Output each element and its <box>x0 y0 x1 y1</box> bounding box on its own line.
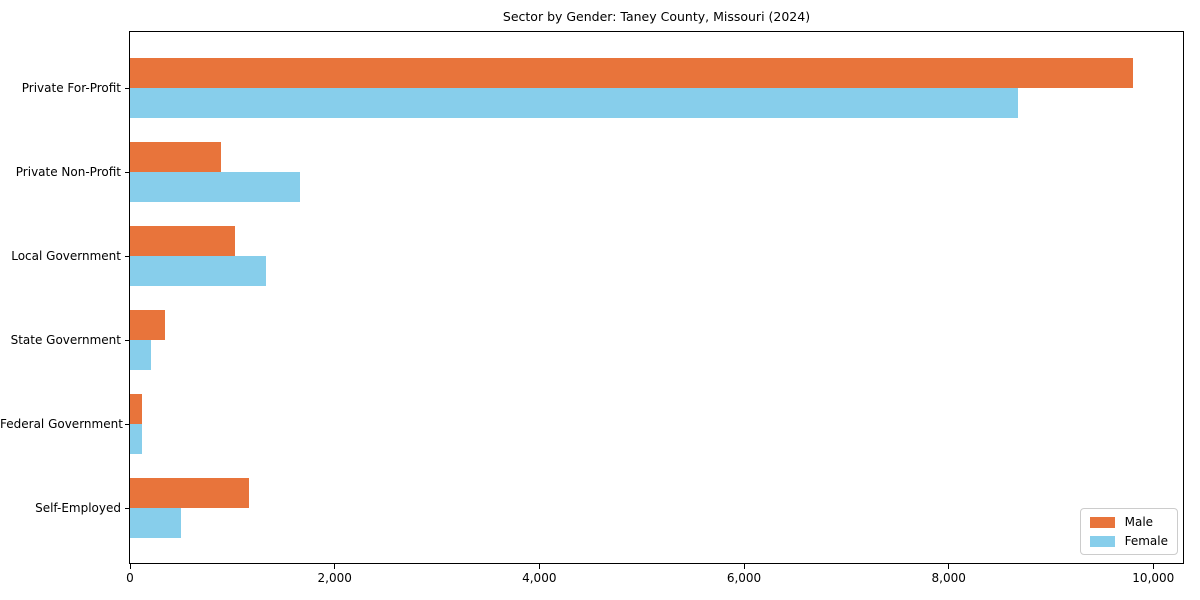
ytick-mark-private-for-profit <box>125 88 130 89</box>
ytick-mark-state-government <box>125 340 130 341</box>
xtick-label-2000: 2,000 <box>317 571 352 585</box>
xtick-label-6000: 6,000 <box>726 571 762 585</box>
bar-female-federal-government <box>130 424 142 454</box>
bar-male-private-for-profit <box>130 58 1133 88</box>
legend-item-male: Male <box>1089 515 1168 529</box>
legend-label-male: Male <box>1124 515 1154 529</box>
bar-female-self-employed <box>130 508 182 538</box>
bar-male-private-non-profit <box>130 142 222 172</box>
xtick-mark-0 <box>129 564 131 569</box>
bar-female-state-government <box>130 340 151 370</box>
bar-female-local-government <box>130 256 267 286</box>
ytick-label-self-employed: Self-Employed <box>35 501 121 515</box>
ytick-label-federal-government: Federal Government <box>0 417 123 431</box>
bar-female-private-for-profit <box>130 88 1019 118</box>
ytick-mark-local-government <box>125 256 130 257</box>
legend: Male Female <box>1079 508 1178 555</box>
xtick-label-8000: 8,000 <box>931 571 966 585</box>
bar-male-local-government <box>130 226 236 256</box>
bar-male-state-government <box>130 310 165 340</box>
xtick-mark-8000 <box>948 564 950 569</box>
ytick-mark-self-employed <box>125 508 130 509</box>
legend-label-female: Female <box>1124 534 1168 548</box>
bar-male-federal-government <box>130 394 143 424</box>
xtick-label-10000: 10,000 <box>1132 571 1175 585</box>
plot-area: Male Female <box>129 31 1184 564</box>
xtick-mark-10000 <box>1152 564 1154 569</box>
ytick-mark-private-non-profit <box>125 172 130 173</box>
xtick-label-4000: 4,000 <box>522 571 557 585</box>
legend-swatch-female <box>1089 535 1115 547</box>
ytick-label-state-government: State Government <box>10 333 121 347</box>
legend-item-female: Female <box>1089 534 1168 548</box>
ytick-label-local-government: Local Government <box>11 249 121 263</box>
ytick-label-private-non-profit: Private Non-Profit <box>15 165 121 179</box>
xtick-mark-4000 <box>538 564 540 569</box>
ytick-mark-federal-government <box>125 424 130 425</box>
xtick-mark-2000 <box>334 564 336 569</box>
xtick-label-0: 0 <box>126 571 134 585</box>
legend-swatch-male <box>1089 516 1115 528</box>
bar-male-self-employed <box>130 478 250 508</box>
xtick-mark-6000 <box>743 564 745 569</box>
bar-female-private-non-profit <box>130 172 300 202</box>
ytick-label-private-for-profit: Private For-Profit <box>21 81 121 95</box>
chart-title: Sector by Gender: Taney County, Missouri… <box>502 9 811 24</box>
